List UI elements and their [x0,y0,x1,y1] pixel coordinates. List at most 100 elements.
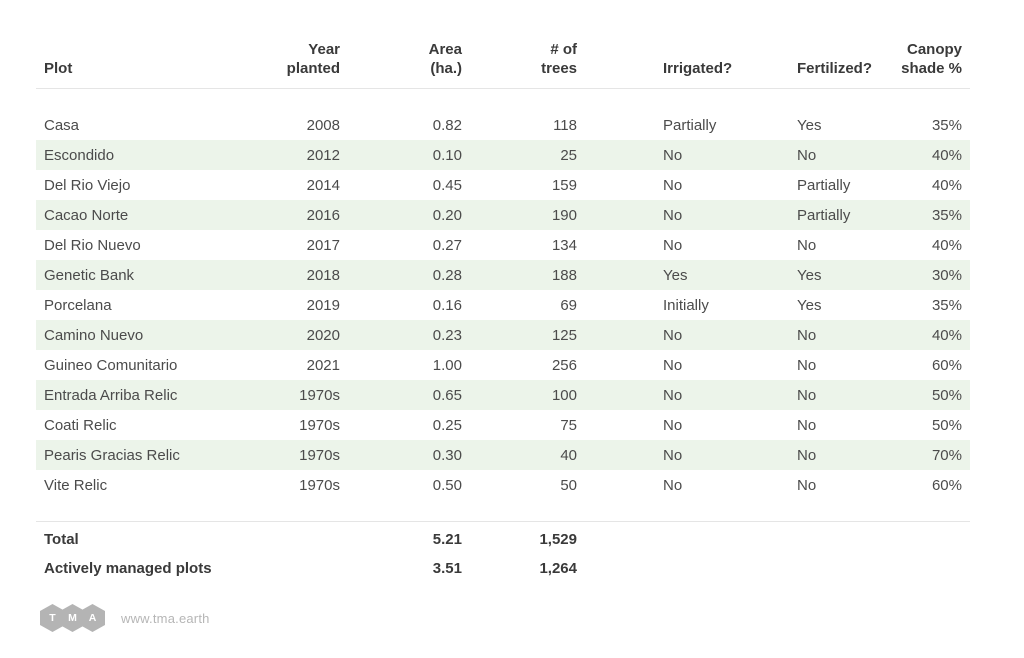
cell-canopy-shade: 70% [931,446,962,464]
cell-irrigated: No [663,146,683,164]
cell-num-trees: 100 [551,386,577,404]
cell-canopy-shade: 35% [931,116,962,134]
cell-num-trees: 188 [551,266,577,284]
plots-table-body: Casa 2008 0.82 118 Partially Yes 35% Escondido 2… [36,88,970,500]
cell-fertilized: No [797,416,817,434]
actively-managed-area: 3.51 [432,560,462,577]
cell-canopy-shade: 60% [931,356,962,374]
total-trees: 1,529 [539,531,577,549]
cell-canopy-shade: 40% [931,146,962,164]
col-header-plot: Plot [36,30,266,89]
cell-canopy-shade: 40% [931,176,962,194]
cell-area-ha: 0.28 [432,266,462,284]
cell-fertilized: No [797,326,817,344]
cell-year-planted: 1970s [299,416,340,434]
actively-managed-row: Actively managed plots 3.51 1,264 [36,554,970,584]
cell-irrigated: No [663,176,683,194]
table-row: Guineo Comunitario 2021 1.00 256 No No 60% [36,350,970,380]
cell-fertilized: Yes [797,296,822,314]
table-row: Vite Relic 1970s 0.50 50 No No 60% [36,470,970,500]
cell-canopy-shade: 60% [931,476,962,494]
cell-year-planted: 2017 [306,236,340,254]
cell-fertilized: Partially [797,176,851,194]
cell-year-planted: 1970s [299,386,340,404]
table-row: Del Rio Nuevo 2017 0.27 134 No No 40% [36,230,970,260]
cell-canopy-shade: 50% [931,416,962,434]
cell-num-trees: 256 [551,356,577,374]
table-row: Casa 2008 0.82 118 Partially Yes 35% [36,110,970,140]
cell-fertilized: No [797,146,817,164]
header-row: Plot Year planted Area (ha.) # of trees … [36,30,970,89]
cell-plot: Del Rio Viejo [44,176,131,194]
cell-area-ha: 0.30 [432,446,462,464]
cell-plot: Del Rio Nuevo [44,236,141,254]
cell-canopy-shade: 30% [931,266,962,284]
cell-area-ha: 0.27 [432,236,462,254]
cell-irrigated: No [663,236,683,254]
cell-irrigated: Yes [663,266,688,284]
cell-fertilized: Yes [797,116,822,134]
cell-area-ha: 0.20 [432,206,462,224]
table-row: Cacao Norte 2016 0.20 190 No Partially 35% [36,200,970,230]
table-row: Entrada Arriba Relic 1970s 0.65 100 No No 50% [36,380,970,410]
cell-canopy-shade: 40% [931,236,962,254]
cell-area-ha: 0.82 [432,116,462,134]
cell-irrigated: No [663,206,683,224]
actively-managed-label: Actively managed plots [44,560,212,577]
cell-year-planted: 1970s [299,476,340,494]
cell-fertilized: Yes [797,266,822,284]
table-row: Porcelana 2019 0.16 69 Initially Yes 35% [36,290,970,320]
cell-plot: Camino Nuevo [44,326,144,344]
cell-area-ha: 0.25 [432,416,462,434]
cell-num-trees: 118 [553,116,577,134]
cell-plot: Vite Relic [44,476,108,494]
cell-irrigated: Initially [663,296,709,314]
cell-irrigated: No [663,476,683,494]
logo-letter: T [49,612,56,624]
cell-area-ha: 1.00 [432,356,462,374]
cell-plot: Porcelana [44,296,112,314]
cell-fertilized: No [797,356,817,374]
cell-fertilized: No [797,476,817,494]
cell-fertilized: Partially [797,206,851,224]
tma-logo: T M A [40,604,105,632]
col-header-num-trees: # of trees [468,30,583,89]
spacer-row [36,88,970,110]
cell-year-planted: 2020 [306,326,340,344]
footer-url: www.tma.earth [121,610,210,626]
cell-plot: Genetic Bank [44,266,135,284]
cell-num-trees: 25 [560,146,577,164]
cell-fertilized: No [797,446,817,464]
table-row: Del Rio Viejo 2014 0.45 159 No Partially 40% [36,170,970,200]
table-row: Genetic Bank 2018 0.28 188 Yes Yes 30% [36,260,970,290]
cell-year-planted: 2016 [306,206,340,224]
total-label: Total [44,531,79,549]
cell-canopy-shade: 50% [931,386,962,404]
cell-num-trees: 159 [551,176,577,194]
cell-num-trees: 40 [560,446,577,464]
cell-plot: Guineo Comunitario [44,356,178,374]
col-header-year-planted: Year planted [266,30,346,89]
cell-year-planted: 2012 [306,146,340,164]
cell-area-ha: 0.10 [432,146,462,164]
footer: T M A www.tma.earth [40,604,210,632]
total-area: 5.21 [432,531,462,549]
cell-plot: Entrada Arriba Relic [44,386,178,404]
cell-year-planted: 2019 [306,296,340,314]
cell-area-ha: 0.16 [432,296,462,314]
cell-fertilized: No [797,236,817,254]
cell-plot: Casa [44,116,80,134]
cell-num-trees: 134 [551,236,577,254]
cell-plot: Coati Relic [44,416,117,434]
cell-year-planted: 1970s [299,446,340,464]
col-header-irrigated: Irrigated? [583,30,791,89]
col-header-fertilized: Fertilized? [791,30,880,89]
actively-managed-trees: 1,264 [539,560,577,577]
table-row: Coati Relic 1970s 0.25 75 No No 50% [36,410,970,440]
col-header-canopy-shade: Canopy shade % [880,30,970,89]
cell-irrigated: No [663,446,683,464]
cell-area-ha: 0.65 [432,386,462,404]
total-row: Total 5.21 1,529 [36,522,970,554]
hexagon-logo-icon: A [80,604,105,632]
cell-year-planted: 2014 [306,176,340,194]
